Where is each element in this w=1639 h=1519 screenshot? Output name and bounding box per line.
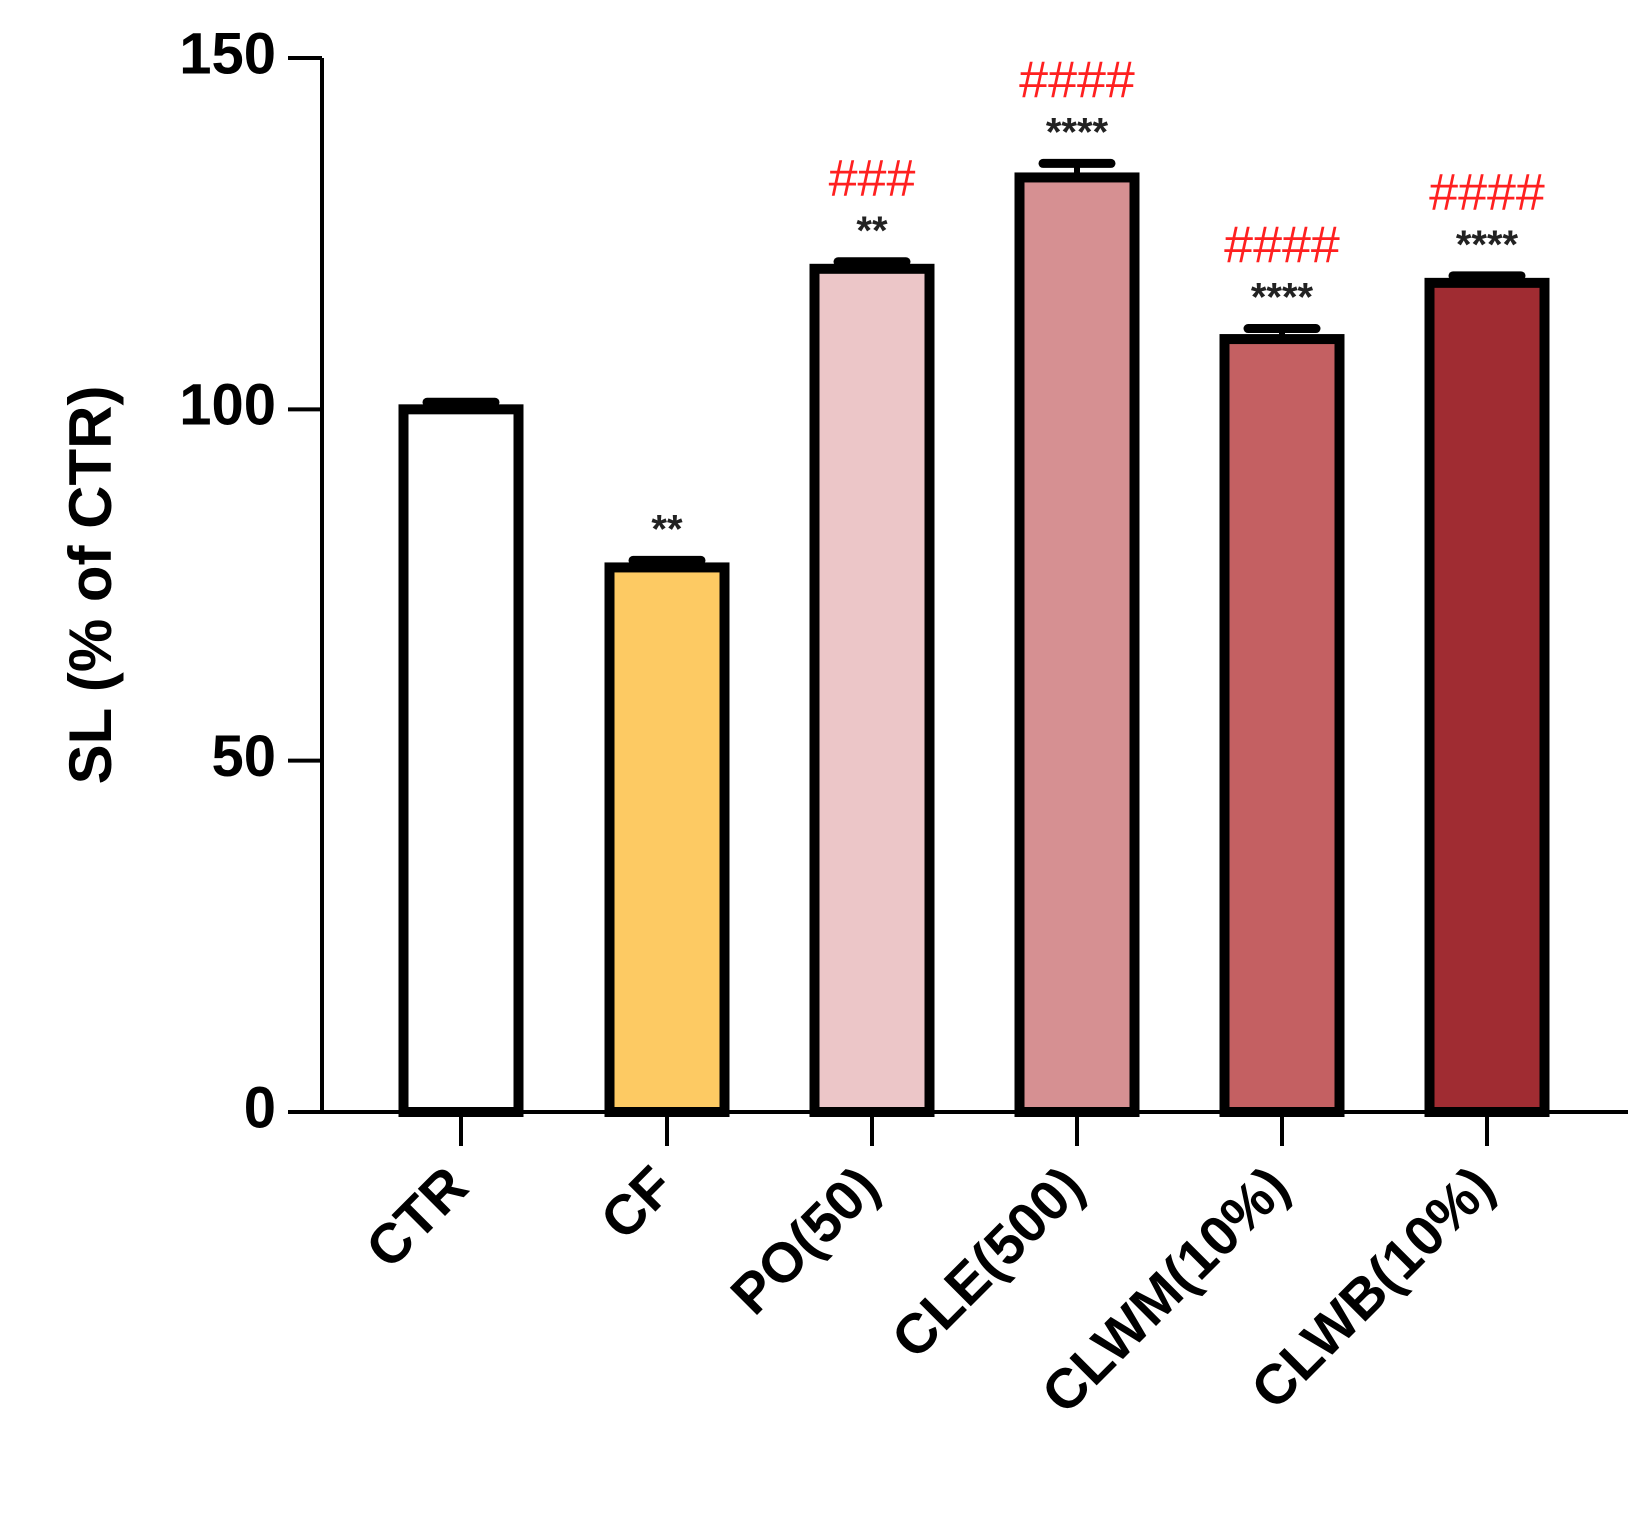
y-tick-label: 0 (244, 1075, 276, 1140)
bar-CTR (398, 404, 524, 1118)
bar-CLE(500) (1014, 172, 1140, 1118)
x-tick-label: CLE(500) (879, 1154, 1095, 1370)
y-tick-label: 50 (211, 724, 276, 789)
bar-PO(50) (809, 263, 935, 1117)
bar-CF (604, 562, 730, 1117)
significance-hashes: #### (1019, 51, 1135, 109)
y-tick-label: 100 (179, 373, 276, 438)
significance-hashes: #### (1224, 217, 1340, 275)
significance-stars: ** (651, 507, 683, 551)
significance-hashes: ### (829, 150, 916, 208)
bars: ****###****####****#### ****#### (398, 51, 1550, 1118)
x-tick-label: PO(50) (718, 1154, 890, 1326)
significance-stars: **** (1046, 110, 1109, 154)
category-labels: CTR CF PO(50)CLE(500)CLWM(10%)CLWB(10%) (354, 1112, 1505, 1425)
x-tick-label: CTR (354, 1154, 480, 1280)
bar-CLWB(10%) (1424, 277, 1550, 1117)
significance-stars: ** (856, 209, 888, 253)
significance-stars: **** (1251, 276, 1314, 320)
significance-stars: **** (1456, 223, 1519, 267)
x-tick-label: CF (588, 1154, 685, 1251)
y-tick-label: 150 (179, 21, 276, 86)
significance-hashes: #### (1429, 164, 1545, 222)
bar-CLWM(10%) (1219, 334, 1345, 1118)
y-axis-label: SL (% of CTR) (57, 386, 124, 785)
